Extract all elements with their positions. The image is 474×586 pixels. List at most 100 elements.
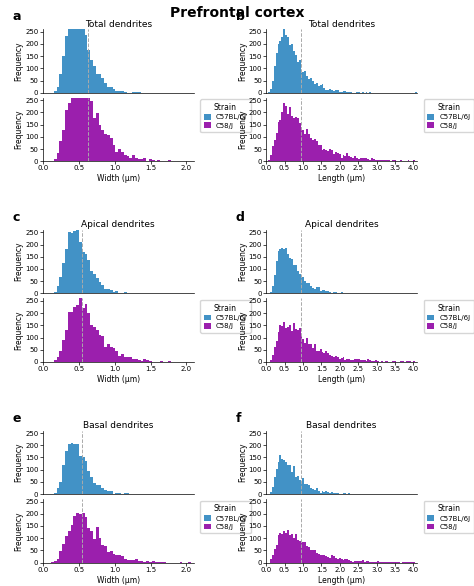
Bar: [143, 562, 146, 563]
Bar: [304, 134, 306, 161]
Bar: [325, 151, 327, 161]
Bar: [280, 533, 282, 563]
Bar: [291, 534, 293, 563]
Bar: [283, 28, 285, 93]
Bar: [362, 360, 364, 362]
Bar: [379, 562, 381, 563]
Text: e: e: [12, 411, 21, 424]
Bar: [84, 87, 87, 161]
Bar: [280, 455, 282, 494]
Bar: [96, 278, 99, 294]
Bar: [304, 71, 306, 93]
Bar: [115, 152, 118, 161]
Bar: [112, 348, 115, 362]
Bar: [291, 259, 293, 294]
Bar: [110, 347, 112, 362]
Bar: [118, 149, 121, 161]
Bar: [93, 66, 96, 93]
Bar: [369, 562, 371, 563]
Bar: [118, 292, 121, 294]
Bar: [318, 554, 319, 563]
Bar: [138, 360, 140, 362]
Bar: [308, 485, 310, 494]
Bar: [71, 312, 73, 362]
Bar: [127, 560, 129, 563]
Bar: [312, 81, 314, 93]
Bar: [99, 538, 101, 563]
Bar: [96, 331, 99, 362]
Bar: [316, 83, 318, 93]
Bar: [299, 274, 301, 294]
Bar: [367, 561, 369, 563]
Bar: [73, 80, 76, 161]
Bar: [285, 247, 287, 294]
Bar: [356, 359, 358, 362]
Bar: [321, 352, 323, 362]
Bar: [118, 91, 121, 93]
Bar: [110, 491, 112, 494]
Bar: [301, 278, 302, 294]
Bar: [369, 360, 371, 362]
Bar: [398, 562, 400, 563]
Bar: [90, 477, 93, 494]
Bar: [79, 79, 82, 161]
Bar: [339, 92, 341, 93]
Y-axis label: Frequency: Frequency: [238, 110, 247, 149]
Bar: [127, 357, 129, 362]
Bar: [93, 274, 96, 294]
Bar: [118, 493, 121, 494]
Bar: [321, 289, 323, 294]
Bar: [59, 482, 62, 494]
Bar: [84, 517, 87, 563]
Bar: [325, 491, 327, 494]
Bar: [329, 149, 331, 161]
Y-axis label: Frequency: Frequency: [15, 41, 24, 81]
Bar: [99, 485, 101, 494]
Bar: [282, 534, 283, 563]
Bar: [272, 146, 274, 161]
Bar: [331, 151, 333, 161]
Bar: [352, 158, 354, 161]
Bar: [68, 231, 71, 294]
Bar: [341, 158, 343, 161]
Bar: [84, 461, 87, 494]
Bar: [104, 546, 107, 563]
Bar: [104, 289, 107, 294]
Bar: [321, 84, 323, 93]
Bar: [367, 159, 369, 161]
Bar: [348, 359, 350, 362]
Bar: [360, 360, 362, 362]
Bar: [362, 158, 364, 161]
Bar: [272, 487, 274, 494]
Bar: [343, 357, 345, 362]
Bar: [132, 155, 135, 161]
Bar: [93, 483, 96, 494]
Bar: [84, 35, 87, 93]
Bar: [54, 493, 56, 494]
Bar: [356, 158, 358, 161]
Bar: [285, 533, 287, 563]
Bar: [325, 291, 327, 294]
Bar: [318, 351, 319, 362]
Bar: [310, 138, 312, 161]
Bar: [84, 304, 87, 362]
Bar: [282, 247, 283, 294]
Bar: [272, 285, 274, 294]
Bar: [59, 551, 62, 563]
Bar: [79, 514, 82, 563]
Bar: [318, 86, 319, 93]
Bar: [274, 347, 276, 362]
Bar: [68, 15, 71, 93]
Bar: [319, 554, 321, 563]
Bar: [295, 55, 297, 93]
Bar: [87, 314, 90, 362]
Bar: [343, 91, 345, 93]
Bar: [301, 336, 302, 362]
Bar: [323, 556, 325, 563]
Bar: [112, 554, 115, 563]
Bar: [274, 139, 276, 161]
Bar: [96, 527, 99, 563]
Bar: [343, 560, 345, 563]
Bar: [62, 544, 65, 563]
Title: Basal dendrites: Basal dendrites: [306, 421, 377, 430]
